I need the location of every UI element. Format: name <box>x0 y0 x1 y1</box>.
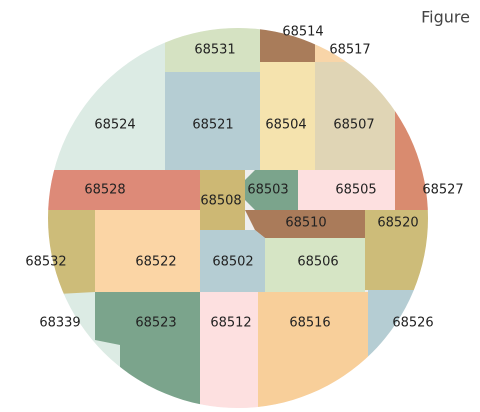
zip-label: 68528 <box>84 183 125 198</box>
zip-region <box>245 210 365 238</box>
zip-label: 68520 <box>377 216 418 231</box>
zip-label: 68502 <box>212 255 253 270</box>
zip-region <box>200 230 265 292</box>
zip-region <box>48 28 165 170</box>
zip-label: 68512 <box>210 316 251 331</box>
zip-label: 68524 <box>94 118 135 133</box>
zip-label: 68339 <box>39 316 80 331</box>
zip-region <box>265 238 365 292</box>
zip-label: 68514 <box>282 25 323 40</box>
zip-label: 68522 <box>135 255 176 270</box>
zip-label: 68532 <box>25 255 66 270</box>
zip-label: 68508 <box>200 194 241 209</box>
zip-region <box>165 72 260 170</box>
zip-region <box>200 170 245 230</box>
zip-label: 68516 <box>289 316 330 331</box>
zip-label: 68517 <box>329 43 370 58</box>
zip-region <box>298 170 395 210</box>
zip-region <box>245 170 298 210</box>
zip-label: 68503 <box>247 183 288 198</box>
zip-region <box>368 290 428 408</box>
zip-region <box>165 28 260 72</box>
zip-label: 68526 <box>392 316 433 331</box>
zip-label: 68510 <box>285 216 326 231</box>
zip-label: 68506 <box>297 255 338 270</box>
zip-label: 68523 <box>135 316 176 331</box>
zip-region <box>48 210 95 295</box>
zip-region <box>258 292 368 408</box>
zip-label: 68531 <box>194 43 235 58</box>
zip-region <box>260 62 315 170</box>
label-layer: 68531 68514 68517 68524 68521 68504 68507 68527… <box>25 25 463 331</box>
figure-title: Figure <box>421 8 470 27</box>
zip-region <box>315 62 395 170</box>
zip-label: 68521 <box>192 118 233 133</box>
zip-region <box>200 292 258 408</box>
zip-label: 68527 <box>422 183 463 198</box>
zip-label: 68504 <box>265 118 306 133</box>
zip-region <box>48 170 200 210</box>
zip-label: 68507 <box>333 118 374 133</box>
zip-region <box>95 210 200 292</box>
zip-label: 68505 <box>335 183 376 198</box>
